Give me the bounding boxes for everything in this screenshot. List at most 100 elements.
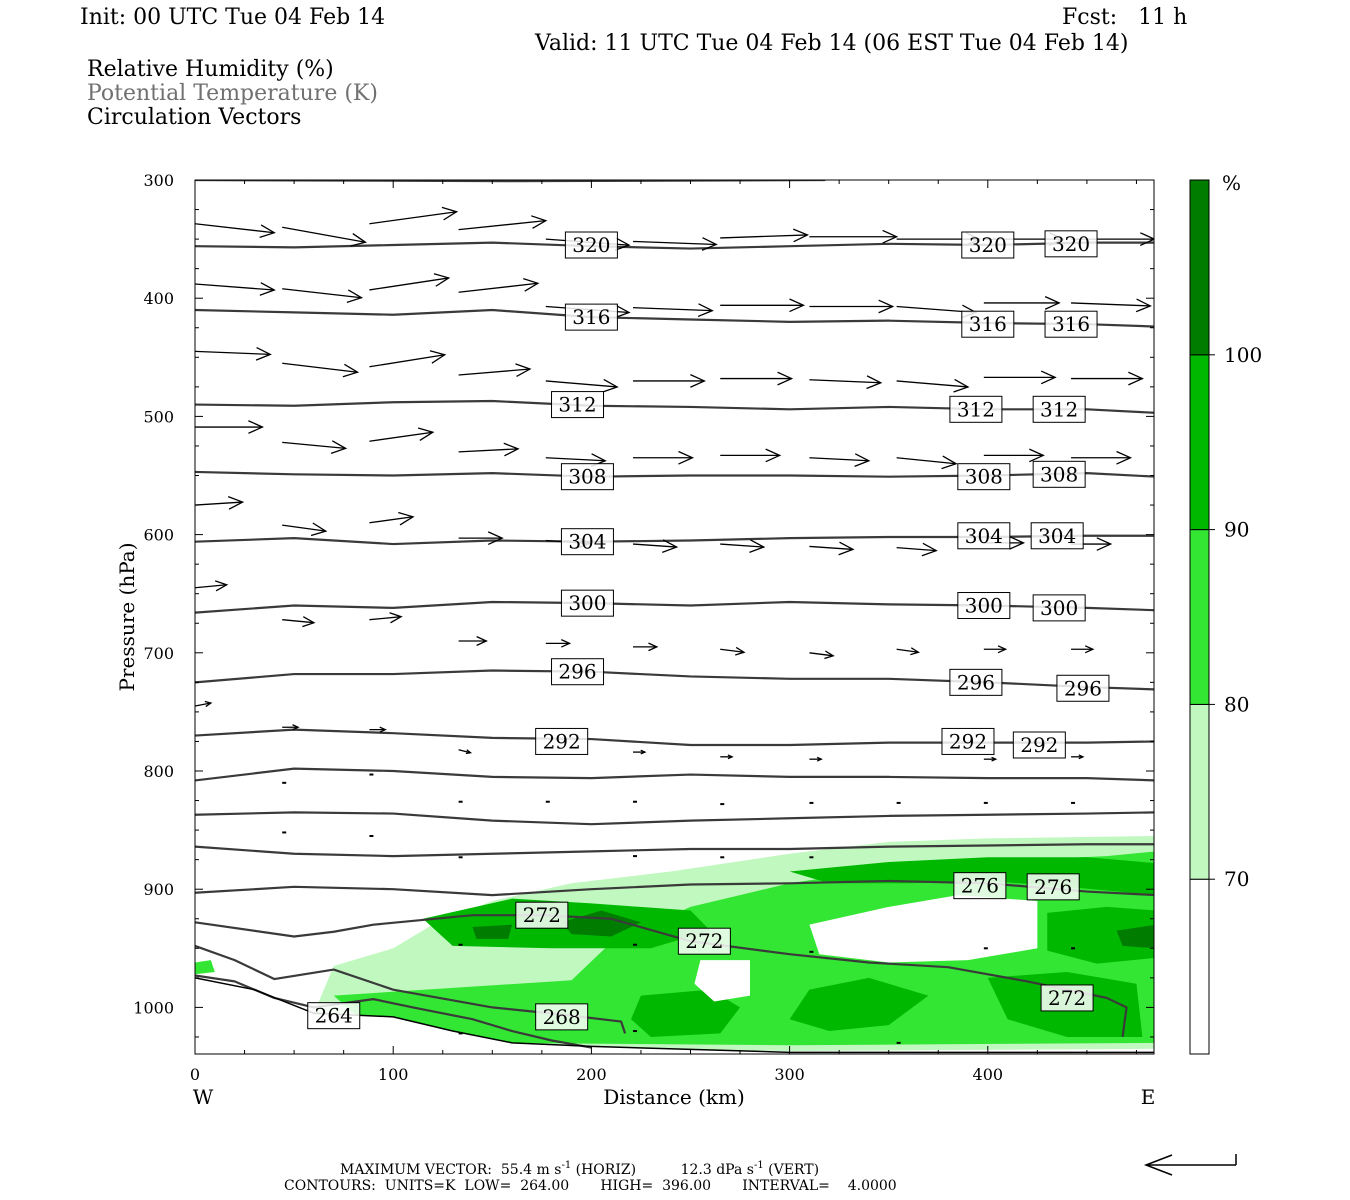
vector-head [1116, 450, 1133, 465]
contour-label-308: 308 [560, 463, 614, 491]
circulation-vector [720, 539, 766, 553]
circulation-vector [720, 646, 746, 656]
contour-label-272: 272 [677, 927, 731, 955]
vector-head [350, 233, 368, 247]
vector-head [255, 346, 272, 361]
rh-region-90 [631, 989, 741, 1037]
vector-shaft [195, 702, 211, 707]
circulation-vector [282, 616, 316, 628]
vector-head [640, 749, 647, 755]
vector-head [953, 378, 970, 393]
vector-head [515, 363, 532, 378]
contour-label-box [1056, 674, 1110, 702]
circulation-vector [983, 756, 998, 762]
vector-head [389, 612, 403, 624]
vector-head [417, 427, 435, 441]
contour-label-box [1032, 594, 1086, 622]
vector-shaft [369, 616, 402, 621]
surface-line [195, 977, 1154, 1054]
theta-contour-312 [195, 399, 1154, 414]
contour-label-box [560, 528, 614, 556]
vector-shaft [458, 282, 538, 293]
vector-head [697, 303, 714, 318]
circulation-vector [983, 296, 1061, 310]
rh-region-90 [1047, 906, 1154, 964]
contour-label-box [957, 522, 1011, 550]
vector-head [1096, 537, 1113, 551]
vector-shaft [720, 234, 808, 239]
contour-label-304: 304 [560, 528, 614, 556]
contour-label-304: 304 [957, 522, 1011, 550]
circulation-vector [282, 226, 368, 247]
y-tick-label: 300 [143, 171, 174, 190]
x-label-west: W [193, 1085, 214, 1109]
contour-label-box [560, 463, 614, 491]
circulation-vector [458, 531, 504, 546]
contour-label-text: 296 [558, 660, 596, 684]
vector-shaft [1071, 302, 1151, 307]
vector-head [441, 206, 459, 221]
vector-shaft [369, 516, 414, 524]
circulation-vector [282, 724, 300, 731]
contour-label-272: 272 [1040, 984, 1094, 1012]
vector-head [204, 700, 213, 708]
vector-shaft [809, 457, 869, 462]
vector-shaft [282, 619, 314, 624]
circulation-vector [369, 350, 447, 368]
contour-label-box [961, 231, 1015, 259]
vector-head [878, 299, 895, 314]
vector-head [614, 304, 631, 319]
circulation-vector [720, 448, 782, 463]
circulation-vector [720, 754, 734, 760]
circulation-vector [282, 362, 360, 378]
vector-head [991, 756, 998, 762]
circulation-vector [632, 237, 718, 251]
vector-head [302, 616, 316, 628]
vector-head [701, 237, 718, 251]
contour-label-box [1026, 873, 1080, 901]
contour-label-text: 312 [957, 397, 995, 421]
vector-head [310, 522, 328, 537]
vector-shaft [282, 288, 362, 299]
contour-label-276: 276 [953, 872, 1007, 900]
contour-label-box [1040, 984, 1094, 1012]
vector-head [1084, 645, 1095, 654]
contour-label-text: 272 [523, 903, 561, 927]
contour-label-272: 272 [515, 901, 569, 929]
vector-head [503, 442, 520, 457]
circulation-vector [983, 645, 1008, 654]
vector-head [1140, 232, 1154, 246]
theta-contour-284 [195, 811, 1154, 826]
contour-label-text: 304 [965, 524, 1003, 548]
vector-shaft [896, 380, 969, 388]
contour-label-text: 320 [1052, 232, 1090, 256]
contour-labels: 320 320 320 316 316 316 312 312 312 308 308 308 304 3… [307, 230, 1110, 1031]
colorbar-segment [1189, 878, 1210, 1055]
contour-label-316: 316 [1044, 310, 1098, 338]
circulation-vector [633, 450, 695, 465]
circulation-vector [458, 277, 540, 293]
circulation-vector [458, 749, 473, 755]
vector-head [292, 724, 300, 731]
circulation-vector [632, 303, 714, 318]
circulation-vector [720, 298, 806, 313]
colorbar-unit: % [1222, 171, 1241, 195]
contour-label-296: 296 [551, 658, 605, 686]
vector-head [921, 542, 938, 557]
vector-head [614, 237, 631, 251]
y-axis-label: Pressure (hPa) [115, 543, 139, 692]
vector-head [465, 749, 473, 755]
circulation-vector [1071, 645, 1095, 654]
contour-label-text: 316 [969, 312, 1007, 336]
vector-shaft [896, 648, 919, 653]
vector-shaft [545, 457, 606, 462]
vector-shaft [369, 277, 449, 291]
circulation-vector [458, 363, 532, 378]
contour-label-box [1012, 731, 1066, 759]
circulation-vector [1071, 754, 1085, 760]
vector-head [342, 363, 360, 378]
contour-label-296: 296 [1056, 674, 1110, 702]
theta-contour-300 [195, 600, 1154, 614]
colorbar-tick-label: 70 [1224, 867, 1249, 891]
contour-label-312: 312 [1032, 395, 1086, 423]
